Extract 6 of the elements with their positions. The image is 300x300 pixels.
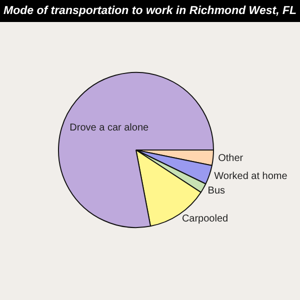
slice-label: Bus [208,185,226,196]
slice-label: Carpooled [182,213,228,224]
slice-label: Other [218,153,244,164]
slice-label: Drove a car alone [70,122,150,134]
slice-label: Worked at home [214,171,288,182]
chart-title: Mode of transportation to work in Richmond West, FL [0,0,300,22]
